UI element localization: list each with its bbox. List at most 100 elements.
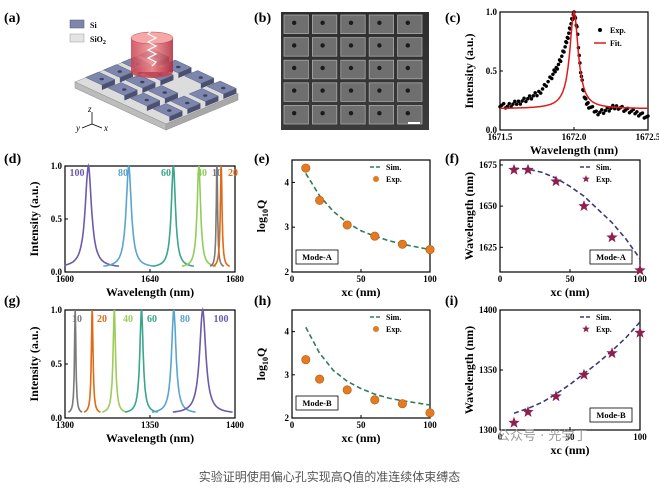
- panel-label-i: (i): [445, 294, 459, 309]
- x-axis-label: xc (nm): [551, 285, 590, 299]
- exp-point: [550, 175, 562, 187]
- exp-point: [342, 385, 352, 395]
- x-tick-label: 100: [633, 432, 647, 442]
- peak-label-60: 60: [161, 168, 171, 179]
- y-tick-label: 1.0: [51, 161, 63, 171]
- sem-cell: [311, 37, 338, 57]
- spectrum-60: [124, 309, 159, 413]
- exp-point: [640, 111, 645, 115]
- exp-point: [606, 347, 618, 359]
- exp-point: [646, 114, 650, 118]
- pillar-side: [169, 111, 183, 122]
- sem-hole: [292, 20, 297, 25]
- sem-hole: [377, 43, 382, 48]
- mode-label-box: [295, 395, 339, 411]
- sem-hole: [348, 20, 354, 25]
- y-axis-label: log10Q: [254, 348, 270, 381]
- exp-point: [558, 59, 563, 64]
- x-tick-label: 1350: [141, 420, 160, 430]
- exp-point: [315, 195, 325, 205]
- exp-point: [529, 97, 534, 101]
- peak-label-40: 40: [197, 168, 207, 179]
- sem-cell: [340, 14, 366, 35]
- sim-curve: [513, 321, 641, 414]
- exp-point: [301, 355, 311, 365]
- exp-point: [524, 99, 528, 104]
- exp-point: [584, 97, 588, 101]
- wave-icon: [146, 29, 158, 67]
- panel-label-h: (h): [254, 294, 271, 309]
- cylinder-top: [130, 31, 174, 45]
- chart-c: 1671.5 1672.0 1672.5 0.0 0.5 1.0 Wavelength (n…: [462, 7, 659, 157]
- panel-label-c: (c): [445, 11, 461, 26]
- sem-cell: [368, 105, 395, 125]
- spectrum-10: [67, 309, 83, 413]
- x-axis-label: xc (nm): [342, 285, 381, 299]
- legend-exp-marker: [582, 175, 590, 183]
- sem-cell: [283, 37, 309, 57]
- legend-exp-marker: [373, 326, 379, 332]
- spectrum-40: [181, 165, 217, 267]
- legend-exp-label: Exp.: [596, 325, 612, 334]
- x-axis-label: xc (nm): [342, 431, 381, 445]
- exp-point: [556, 62, 561, 67]
- y-tick-label: 0.5: [51, 359, 63, 369]
- legend-exp-label: Exp.: [386, 325, 402, 334]
- mode-label: Mode-A: [302, 252, 333, 262]
- x-tick-label: 0: [498, 274, 503, 284]
- exp-point: [508, 416, 520, 428]
- legend-sim-label: Sim.: [386, 313, 401, 322]
- spectrum-20: [83, 309, 101, 413]
- x-axis-label: Wavelength (nm): [106, 431, 194, 445]
- peak-label-80: 80: [118, 168, 128, 179]
- spectrum-20: [212, 165, 231, 267]
- y-tick-label: 0.0: [486, 125, 498, 135]
- exp-point: [315, 374, 325, 384]
- axis-x-label: x: [103, 123, 108, 133]
- sem-image-b: [281, 12, 429, 130]
- y-axis-label: Intensity (a.u.): [462, 33, 476, 108]
- chart-g: 1300 1350 1400 0.0 0.5 1.0 Wavelength (nm) Inte…: [27, 305, 245, 445]
- legend-exp-label: Exp.: [386, 175, 402, 184]
- x-tick-label: 50: [566, 432, 576, 442]
- pillar-hole: [122, 88, 127, 91]
- spectrum-100: [64, 163, 120, 267]
- x-tick-label: 100: [423, 420, 437, 430]
- exp-point: [634, 264, 646, 276]
- exp-point: [522, 163, 534, 175]
- peak-label-10: 10: [72, 314, 82, 325]
- chart-f: 0 50 100 1625 1650 1675 xc (nm) Wavelength (nm)…: [462, 159, 647, 299]
- y-axis-label: Wavelength (nm): [462, 326, 476, 414]
- mode-label-box: [295, 249, 339, 265]
- pillar-side: [164, 93, 178, 104]
- pillar-side: [142, 82, 156, 93]
- chart-h: 0 50 100 2 3 4 xc (nm) log10Q Sim. Exp. Mode-B: [254, 309, 437, 445]
- exp-point: [599, 108, 604, 112]
- y-tick-label: 2: [285, 267, 290, 277]
- legend-fit-label: Fit.: [610, 39, 622, 48]
- sem-hole: [320, 111, 325, 116]
- pillar-side: [200, 78, 214, 89]
- x-tick-label: 100: [633, 274, 647, 284]
- x-tick-label: 0: [290, 274, 295, 284]
- sem-hole: [348, 65, 354, 71]
- sem-cell: [340, 82, 366, 102]
- sem-cell: [311, 14, 338, 35]
- x-tick-label: 1600: [56, 274, 75, 284]
- y-tick-label: 3: [285, 370, 290, 380]
- pillar-hole: [185, 101, 190, 105]
- pillar-side: [205, 96, 219, 107]
- y-tick-label: 1.0: [486, 7, 498, 17]
- legend-exp-label: Exp.: [596, 175, 612, 184]
- pillar-side: [146, 100, 160, 111]
- sem-hole: [320, 65, 325, 71]
- y-tick-label: 1675: [479, 160, 498, 170]
- mode-label-box: [589, 249, 633, 265]
- pillar-side: [119, 72, 133, 83]
- exp-point: [535, 93, 539, 98]
- exp-point: [567, 31, 571, 35]
- exp-point: [634, 326, 646, 338]
- fit-curve: [500, 9, 648, 110]
- x-tick-label: 1680: [226, 274, 245, 284]
- panel-label-b: (b): [254, 11, 271, 26]
